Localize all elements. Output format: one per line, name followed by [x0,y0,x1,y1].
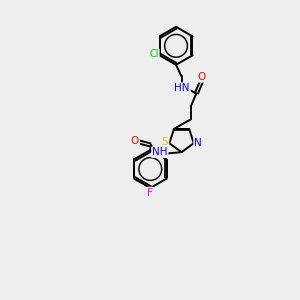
Text: O: O [198,72,206,82]
Text: HN: HN [174,83,190,93]
Text: S: S [162,137,168,147]
Text: O: O [131,136,139,146]
Text: N: N [194,138,202,148]
Text: F: F [147,188,153,198]
Text: Cl: Cl [149,50,159,59]
Text: NH: NH [152,147,168,157]
